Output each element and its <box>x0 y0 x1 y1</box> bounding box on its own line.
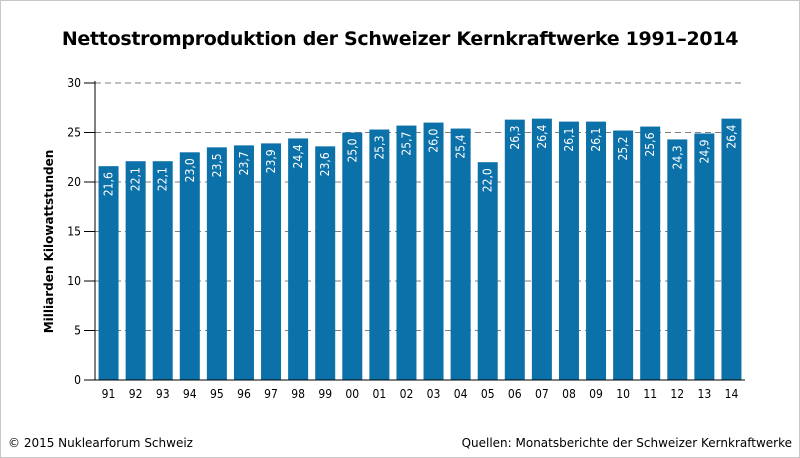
x-tick-label: 04 <box>454 387 468 401</box>
bar <box>152 161 173 380</box>
bar-value-label: 26,4 <box>535 125 549 149</box>
x-tick-label: 97 <box>264 387 278 401</box>
y-tick-label: 15 <box>67 225 81 239</box>
x-tick-label: 12 <box>670 387 684 401</box>
bar <box>342 132 363 380</box>
x-tick-label: 06 <box>508 387 522 401</box>
x-tick-label: 09 <box>589 387 603 401</box>
y-tick-label: 5 <box>74 324 81 338</box>
x-tick-label: 02 <box>400 387 414 401</box>
x-tick-label: 08 <box>562 387 576 401</box>
bar <box>504 119 525 380</box>
x-tick-label: 94 <box>183 387 197 401</box>
bar-value-label: 22,1 <box>156 167 170 191</box>
source-note: Quellen: Monatsberichte der Schweizer Ke… <box>461 436 792 450</box>
bar <box>206 147 227 380</box>
bar <box>586 121 607 381</box>
x-tick-label: 91 <box>102 387 116 401</box>
bar <box>640 126 661 380</box>
bar <box>450 128 471 380</box>
bar <box>125 161 146 380</box>
chart-title: Nettostromproduktion der Schweizer Kernk… <box>61 28 739 50</box>
bar <box>179 152 200 380</box>
bar-value-label: 23,6 <box>318 152 332 176</box>
bar-value-label: 25,7 <box>399 132 413 156</box>
x-tick-label: 07 <box>535 387 549 401</box>
bar <box>261 143 282 380</box>
y-tick-label: 20 <box>67 175 81 189</box>
x-tick-label: 98 <box>291 387 305 401</box>
bar <box>288 138 309 380</box>
bar-value-label: 25,6 <box>643 132 657 156</box>
x-tick-label: 93 <box>156 387 170 401</box>
bar <box>694 133 715 380</box>
x-tick-label: 05 <box>481 387 495 401</box>
x-tick-label: 14 <box>725 387 739 401</box>
bar-value-label: 23,0 <box>183 158 197 182</box>
bar-value-label: 26,3 <box>508 126 522 150</box>
bar <box>531 118 552 380</box>
bar-value-label: 24,9 <box>697 139 711 163</box>
bar-value-label: 25,3 <box>372 136 386 160</box>
y-tick-label: 30 <box>67 76 81 90</box>
bar-value-label: 26,0 <box>427 128 441 152</box>
bar <box>667 139 688 380</box>
x-tick-label: 11 <box>643 387 657 401</box>
bar-value-label: 22,1 <box>129 167 143 191</box>
bar <box>98 166 119 380</box>
x-tick-label: 00 <box>345 387 359 401</box>
bar <box>396 125 417 380</box>
bar-value-label: 25,0 <box>345 138 359 162</box>
bar-value-label: 26,4 <box>724 125 738 149</box>
bar <box>423 122 444 380</box>
copyright-note: © 2015 Nuklearforum Schweiz <box>8 436 193 450</box>
bar <box>315 146 336 380</box>
bar <box>558 121 579 381</box>
bar <box>613 130 634 380</box>
x-tick-label: 99 <box>318 387 332 401</box>
y-tick-label: 10 <box>67 274 81 288</box>
bar-value-label: 25,4 <box>454 134 468 158</box>
bar-value-label: 25,2 <box>616 137 630 161</box>
bar <box>233 145 254 380</box>
bar <box>477 162 498 380</box>
bar-value-label: 22,0 <box>481 168 495 192</box>
x-tick-label: 03 <box>427 387 441 401</box>
x-tick-label: 13 <box>698 387 712 401</box>
bar-value-label: 23,7 <box>237 151 251 175</box>
bar-value-label: 23,5 <box>210 153 224 177</box>
bar-value-label: 23,9 <box>264 149 278 173</box>
bar-value-label: 26,1 <box>589 128 603 152</box>
x-tick-label: 92 <box>129 387 143 401</box>
bar <box>721 118 742 380</box>
bar-value-label: 24,4 <box>291 144 305 168</box>
y-axis-label: Milliarden Kilowattstunden <box>42 150 56 334</box>
x-tick-label: 01 <box>373 387 387 401</box>
x-tick-label: 10 <box>616 387 630 401</box>
bar-value-label: 26,1 <box>562 128 576 152</box>
x-tick-label: 95 <box>210 387 224 401</box>
bar-value-label: 24,3 <box>670 145 684 169</box>
y-tick-label: 0 <box>74 373 81 387</box>
bar <box>369 129 390 380</box>
y-tick-label: 25 <box>67 126 81 140</box>
x-tick-label: 96 <box>237 387 251 401</box>
bar-value-label: 21,6 <box>102 172 116 196</box>
